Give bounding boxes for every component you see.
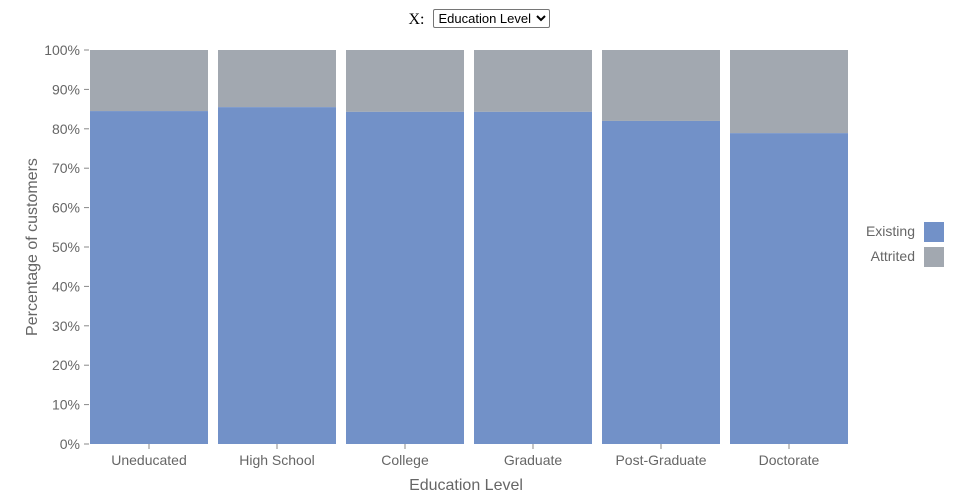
legend: Existing Attrited — [866, 222, 944, 267]
x-variable-select[interactable]: Education Level — [432, 9, 550, 28]
y-tick-label: 50% — [52, 239, 80, 255]
y-tick-label: 20% — [52, 357, 80, 373]
bar-existing[interactable] — [474, 111, 592, 444]
bar-group — [218, 50, 336, 444]
y-tick-label: 0% — [60, 436, 80, 452]
x-axis-control: X: Education Level — [0, 9, 958, 29]
y-tick-label: 60% — [52, 200, 80, 216]
x-tick-label: Graduate — [504, 452, 563, 468]
y-tick-label: 10% — [52, 397, 80, 413]
legend-swatch — [924, 222, 944, 242]
bar-group — [474, 50, 592, 444]
legend-swatch — [924, 247, 944, 267]
x-tick-label: Uneducated — [111, 452, 187, 468]
x-tick-label: Doctorate — [759, 452, 820, 468]
bar-group — [730, 50, 848, 444]
y-tick-label: 100% — [44, 42, 80, 58]
bar-existing[interactable] — [602, 120, 720, 445]
bar-attrited[interactable] — [474, 50, 592, 112]
bar-group — [346, 50, 464, 444]
y-axis-title: Percentage of customers — [24, 158, 41, 336]
x-tick-label: High School — [239, 452, 315, 468]
bar-existing[interactable] — [218, 107, 336, 444]
y-tick-label: 90% — [52, 81, 80, 97]
bar-existing[interactable] — [730, 133, 848, 444]
bar-existing[interactable] — [346, 111, 464, 444]
bar-group — [602, 50, 720, 445]
legend-label: Existing — [866, 223, 915, 239]
y-axis: 0% 10% 20% 30% 40% 50% 60% 70% 80% 90% 100% — [44, 42, 89, 452]
x-tick-label: College — [381, 452, 429, 468]
legend-item[interactable]: Existing — [866, 222, 944, 242]
x-tick-label: Post-Graduate — [615, 452, 706, 468]
bar-attrited[interactable] — [602, 50, 720, 121]
bar-attrited[interactable] — [90, 50, 208, 112]
bar-group — [90, 50, 208, 444]
y-tick-label: 30% — [52, 318, 80, 334]
bar-existing[interactable] — [90, 111, 208, 444]
bar-attrited[interactable] — [346, 50, 464, 112]
x-control-label: X: — [408, 11, 425, 28]
y-tick-label: 80% — [52, 121, 80, 137]
legend-item[interactable]: Attrited — [871, 247, 944, 267]
x-axis-title: Education Level — [409, 477, 523, 494]
x-axis: Uneducated High School College Graduate Post… — [111, 444, 820, 468]
y-tick-label: 70% — [52, 160, 80, 176]
bar-attrited[interactable] — [218, 50, 336, 108]
bar-attrited[interactable] — [730, 50, 848, 134]
legend-label: Attrited — [871, 248, 915, 264]
bars — [90, 50, 848, 445]
y-tick-label: 40% — [52, 278, 80, 294]
